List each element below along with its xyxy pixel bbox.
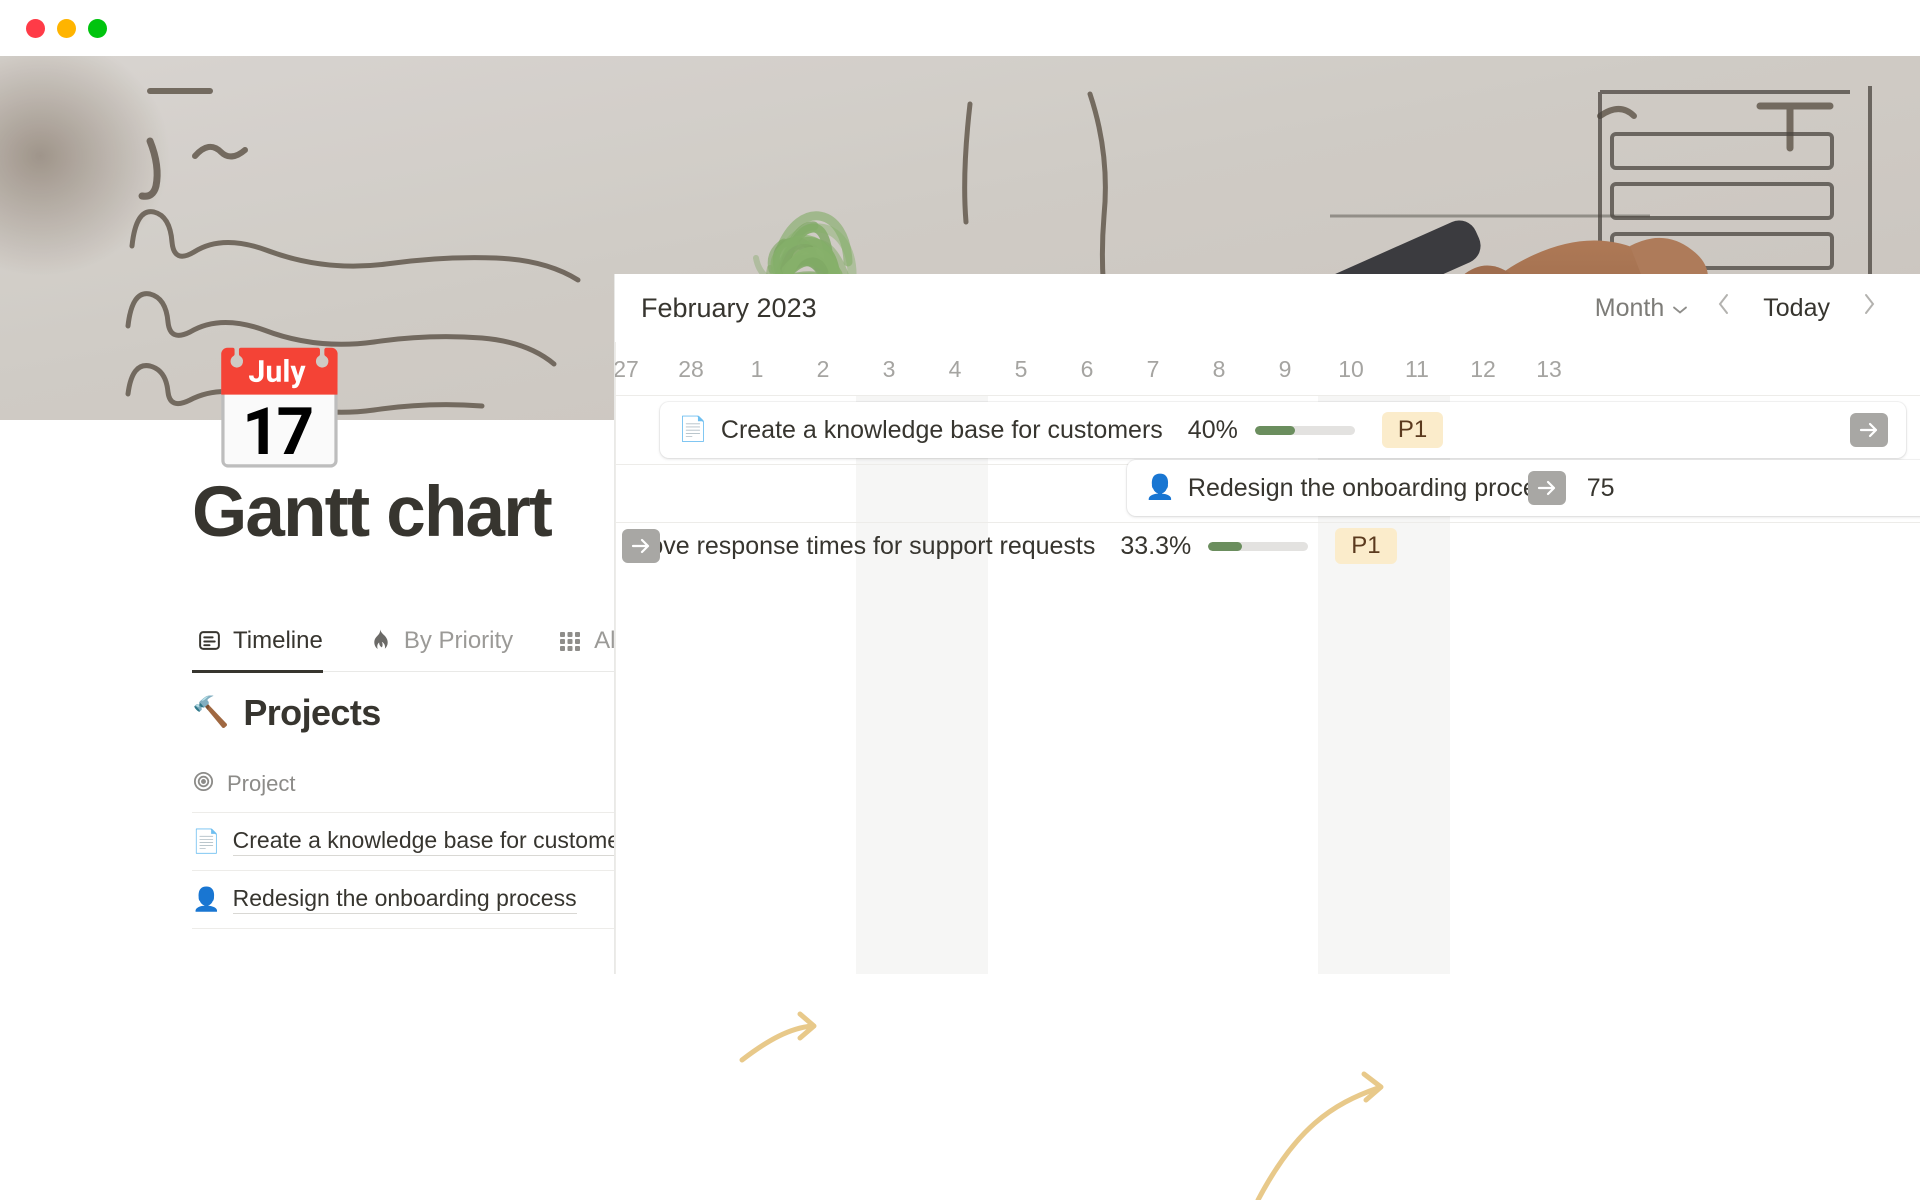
priority-badge: P1 [1381,412,1444,448]
tab-timeline-label: Timeline [233,626,323,654]
page-icon-calendar[interactable]: 📅 [206,347,353,479]
zoom-level-label: Month [1594,293,1665,322]
timeline-bar-percent: 33.3% [1120,531,1192,560]
projects-section-header: 🔨 Projects [192,692,381,734]
open-record-button[interactable] [622,529,660,563]
close-button[interactable] [26,18,45,38]
flame-icon [367,628,393,654]
window-titlebar [0,0,1920,56]
tab-by-priority-label: By Priority [403,626,514,654]
progress-bar [1254,425,1355,435]
target-icon [192,770,215,799]
arrow-right-icon [631,538,650,554]
tab-by-priority[interactable]: By Priority [363,610,529,672]
table-row-title[interactable]: Create a knowledge base for customers [232,827,640,856]
previous-period-button[interactable] [1705,288,1743,328]
open-record-button[interactable] [1528,471,1566,505]
timeline-month-label: February 2023 [641,292,817,323]
chevron-left-icon [1715,290,1733,326]
timeline-bar[interactable]: 📄 Create a knowledge base for customers … [660,402,1906,458]
progress-bar [1208,541,1309,551]
column-header-project[interactable]: Project [192,756,756,812]
date-tick: 6 [1080,355,1094,382]
timeline-controls: Month Today [1585,288,1888,328]
chevron-right-icon [1860,290,1878,326]
date-tick: 28 [678,355,704,382]
page-doc-icon: 📄 [192,828,221,854]
timeline-bar[interactable]: 👤 Redesign the onboarding process 75 [1127,460,1920,516]
date-tick: 13 [1536,355,1562,382]
person-icon: 👤 [1145,474,1175,501]
maximize-button[interactable] [88,18,107,38]
arrow-right-icon [1537,480,1556,496]
arrow-right-icon [1859,422,1878,438]
timeline-bar-title: Redesign the onboarding process [1187,473,1562,502]
projects-title: Projects [243,692,381,733]
grid-row-line [615,522,1920,524]
date-tick: 9 [1278,355,1292,382]
timeline-grid: 📄 Create a knowledge base for customers … [615,396,1920,974]
hammer-icon: 🔨 [192,696,230,729]
next-period-button[interactable] [1850,288,1888,328]
tab-timeline[interactable]: Timeline [192,610,339,674]
table-row-title[interactable]: Redesign the onboarding process [232,885,577,914]
date-tick: 4 [948,355,962,382]
table-row[interactable]: 📄 Create a knowledge base for customers [192,812,756,870]
grid-icon [557,628,583,654]
today-label: Today [1763,293,1830,322]
grid-divider [615,396,617,974]
page-title: Gantt chart [192,473,553,552]
timeline-date-ruler: 27 28 1 2 3 4 5 6 7 8 9 10 11 12 13 [615,342,1920,396]
timeline-bar-title: Create a knowledge base for customers [720,415,1163,444]
chevron-down-icon [1671,294,1689,323]
minimize-button[interactable] [57,18,76,38]
date-tick: 11 [1405,355,1429,382]
timeline-bar-title: rove response times for support requests [641,531,1096,560]
date-tick: 7 [1146,355,1160,382]
date-tick: 12 [1470,355,1496,382]
today-button[interactable]: Today [1749,289,1844,328]
priority-badge: P1 [1335,528,1397,564]
timeline-bar-percent: 75 [1586,473,1615,502]
open-record-button[interactable] [1850,413,1888,447]
date-tick: 5 [1014,355,1028,382]
timeline-panel: February 2023 Month Today [615,274,1920,974]
timeline-bar-percent: 40% [1187,415,1238,444]
person-icon: 👤 [192,886,221,912]
date-tick: 1 [750,355,764,382]
date-tick: 8 [1212,355,1226,382]
page-doc-icon: 📄 [678,416,708,443]
date-tick: 27 [615,355,639,382]
timeline-header: February 2023 Month Today [615,274,1920,342]
date-tick: 10 [1338,355,1364,382]
date-tick: 3 [882,355,896,382]
timeline-bar[interactable]: rove response times for support requests… [615,518,1727,574]
table-row[interactable]: 👤 Redesign the onboarding process [192,870,756,928]
date-tick: 2 [816,355,830,382]
ruler-divider [615,342,617,395]
zoom-level-dropdown[interactable]: Month [1585,289,1699,328]
column-header-label: Project [227,771,296,796]
timeline-icon [196,628,222,654]
weekend-shading [856,396,988,974]
